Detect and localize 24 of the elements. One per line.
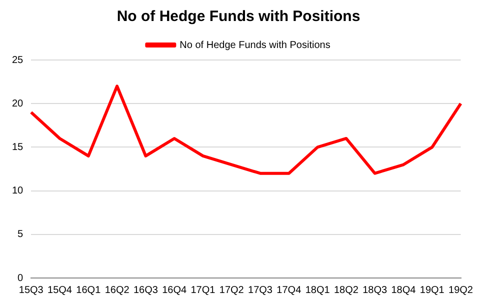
x-tick-label: 16Q1 (76, 284, 102, 296)
y-tick-label: 25 (12, 54, 24, 66)
x-tick-label: 18Q1 (305, 284, 330, 296)
x-tick-label: 16Q3 (133, 284, 158, 296)
x-tick-label: 19Q1 (420, 284, 445, 296)
x-tick-label: 18Q2 (334, 284, 359, 296)
legend-label: No of Hedge Funds with Positions (180, 40, 330, 51)
y-tick-label: 10 (12, 186, 24, 197)
x-tick-label: 17Q1 (190, 284, 216, 296)
y-tick-label: 20 (12, 98, 24, 110)
x-tick-label: 16Q2 (104, 284, 130, 296)
x-tick-label: 17Q3 (248, 284, 273, 296)
x-tick-label: 19Q2 (448, 284, 474, 296)
y-tick-label: 0 (18, 272, 24, 284)
x-tick-label: 18Q4 (391, 284, 416, 296)
x-tick-label: 18Q3 (362, 284, 388, 296)
x-tick-label: 15Q3 (18, 284, 44, 296)
chart-title: No of Hedge Funds with Positions (116, 8, 360, 26)
y-tick-label: 5 (18, 229, 24, 240)
x-tick-label: 16Q4 (162, 284, 188, 296)
y-tick-label: 15 (12, 142, 24, 153)
x-tick-label: 17Q4 (276, 284, 302, 296)
x-tick-label: 15Q4 (48, 284, 72, 296)
x-tick-label: 17Q2 (219, 284, 244, 296)
